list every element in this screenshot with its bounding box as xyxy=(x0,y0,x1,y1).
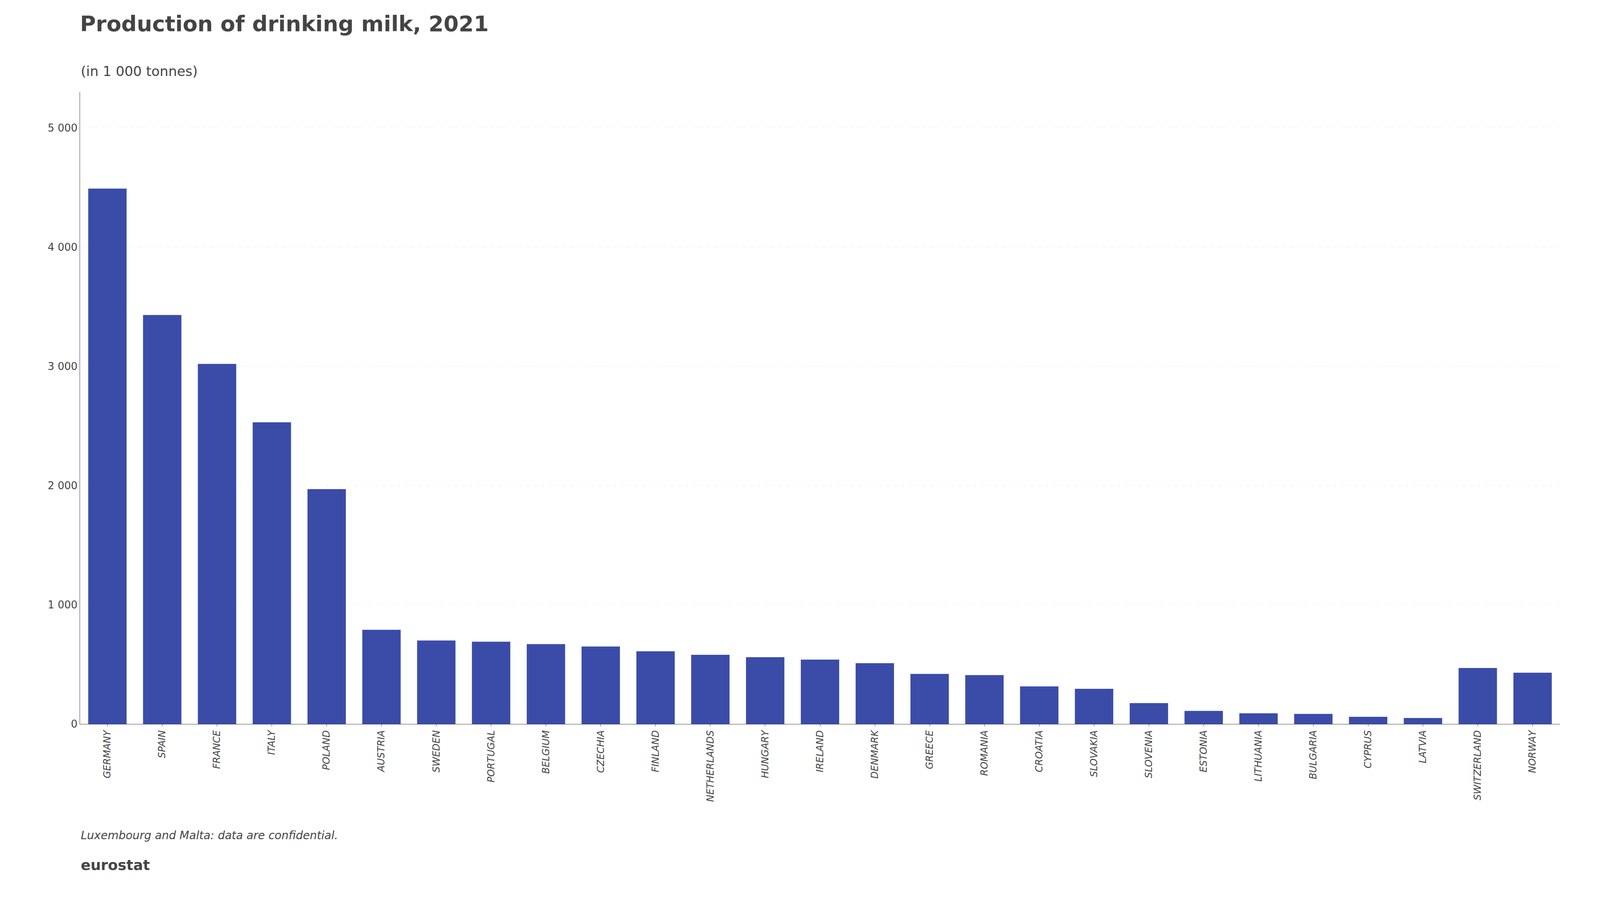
svg-text:FINLAND: FINLAND xyxy=(650,730,662,773)
svg-text:CROATIA: CROATIA xyxy=(1033,730,1045,773)
svg-text:ITALY: ITALY xyxy=(266,729,278,755)
svg-text:0: 0 xyxy=(70,718,78,730)
svg-text:ESTONIA: ESTONIA xyxy=(1198,730,1210,773)
svg-text:LATVIA: LATVIA xyxy=(1417,730,1429,764)
svg-text:GERMANY: GERMANY xyxy=(101,729,113,779)
svg-text:FRANCE: FRANCE xyxy=(211,730,223,770)
svg-text:SWITZERLAND: SWITZERLAND xyxy=(1472,730,1484,801)
svg-text:eurostat: eurostat xyxy=(80,856,150,874)
svg-text:SLOVAKIA: SLOVAKIA xyxy=(1088,730,1100,778)
svg-text:CZECHIA: CZECHIA xyxy=(595,730,607,774)
svg-text:NETHERLANDS: NETHERLANDS xyxy=(704,730,716,802)
svg-text:(in 1 000 tonnes): (in 1 000 tonnes) xyxy=(80,63,198,80)
svg-text:BULGARIA: BULGARIA xyxy=(1307,730,1319,780)
svg-text:BELGIUM: BELGIUM xyxy=(540,730,552,774)
svg-text:2 000: 2 000 xyxy=(47,479,78,492)
svg-text:4 000: 4 000 xyxy=(47,241,78,254)
svg-text:NORWAY: NORWAY xyxy=(1526,729,1538,773)
svg-text:5 000: 5 000 xyxy=(47,122,78,134)
svg-text:LITHUANIA: LITHUANIA xyxy=(1252,730,1264,782)
svg-text:HUNGARY: HUNGARY xyxy=(759,729,771,778)
svg-text:3 000: 3 000 xyxy=(47,360,78,373)
svg-text:IRELAND: IRELAND xyxy=(814,730,826,773)
svg-text:AUSTRIA: AUSTRIA xyxy=(376,730,388,773)
svg-text:ROMANIA: ROMANIA xyxy=(978,730,990,776)
svg-text:SWEDEN: SWEDEN xyxy=(430,730,442,773)
svg-text:Production of drinking milk, 2: Production of drinking milk, 2021 xyxy=(80,11,489,37)
svg-text:CYPRUS: CYPRUS xyxy=(1362,730,1374,769)
svg-text:SLOVENIA: SLOVENIA xyxy=(1143,730,1155,779)
svg-text:1 000: 1 000 xyxy=(47,598,78,611)
svg-text:PORTUGAL: PORTUGAL xyxy=(485,730,497,783)
svg-text:GREECE: GREECE xyxy=(924,730,936,770)
svg-text:SPAIN: SPAIN xyxy=(156,730,168,759)
svg-text:Luxembourg and Malta: data are: Luxembourg and Malta: data are confident… xyxy=(80,828,338,842)
svg-text:POLAND: POLAND xyxy=(320,730,332,771)
svg-text:DENMARK: DENMARK xyxy=(869,729,881,779)
